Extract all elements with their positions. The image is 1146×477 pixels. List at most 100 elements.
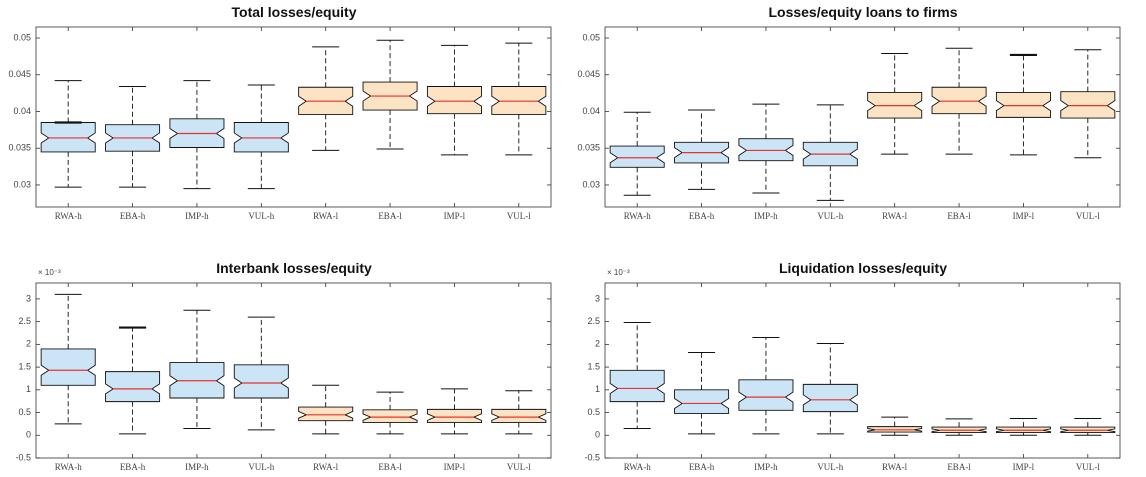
- x-tick-label: VUL-l: [507, 462, 531, 472]
- x-tick-label: IMP-h: [754, 211, 778, 221]
- x-tick-label: EBA-l: [378, 211, 402, 221]
- box: [426, 408, 482, 423]
- x-tick-label: IMP-h: [185, 211, 209, 221]
- box: [491, 86, 547, 115]
- box: [426, 86, 482, 115]
- y-tick-label: 0.04: [13, 106, 31, 116]
- box: [609, 369, 665, 403]
- chart-title: Interbank losses/equity: [216, 260, 372, 276]
- y-tick-label: 0.035: [8, 143, 31, 153]
- y-tick-label: 0.5: [587, 407, 600, 417]
- box: [931, 86, 987, 115]
- box: [609, 145, 665, 168]
- panel-total-losses-equity: Total losses/equity 0.03 0.035 0.04 0.04…: [8, 4, 552, 221]
- x-tick-label: RWA-h: [55, 462, 83, 472]
- x-axis: RWA-h EBA-h IMP-h VUL-h RWA-l EBA-l IMP-…: [55, 211, 532, 221]
- y-tick-label: 1: [26, 384, 31, 394]
- box: [738, 379, 794, 411]
- x-tick-label: IMP-h: [754, 462, 778, 472]
- y-tick-label: 2: [26, 339, 31, 349]
- x-tick-label: EBA-l: [947, 462, 971, 472]
- plot-frame: [604, 282, 1121, 459]
- x-tick-label: EBA-h: [120, 462, 146, 472]
- x-tick-label: VUL-l: [507, 211, 531, 221]
- box: [105, 371, 161, 403]
- chart-title: Losses/equity loans to firms: [768, 4, 957, 20]
- x-tick-label: RWA-l: [882, 462, 908, 472]
- box: [1060, 91, 1116, 119]
- x-tick-label: EBA-h: [689, 462, 715, 472]
- y-multiplier: × 10⁻³: [38, 268, 61, 277]
- box: [298, 406, 354, 422]
- y-tick-label: 1.5: [18, 361, 31, 371]
- box: [40, 122, 96, 153]
- x-tick-label: VUL-h: [817, 211, 843, 221]
- panel-interbank-losses-equity: Interbank losses/equity × 10⁻³ -0.5 0 0.…: [15, 260, 552, 472]
- y-tick-label: 1.5: [587, 361, 600, 371]
- y-tick-label: 2: [595, 339, 600, 349]
- y-tick-label: 1: [595, 384, 600, 394]
- box: [362, 409, 418, 423]
- box: [674, 389, 730, 414]
- chart-title: Total losses/equity: [232, 4, 357, 20]
- x-tick-label: IMP-l: [444, 462, 466, 472]
- y-tick-label: 0.03: [582, 179, 600, 189]
- y-axis: -0.5 0 0.5 1 1.5 2 2.5 3: [584, 293, 600, 462]
- y-multiplier: × 10⁻³: [607, 268, 630, 277]
- x-tick-label: IMP-h: [185, 462, 209, 472]
- box: [491, 408, 547, 423]
- x-tick-label: EBA-h: [120, 211, 146, 221]
- y-axis: -0.5 0 0.5 1 1.5 2 2.5 3: [15, 293, 31, 462]
- x-tick-label: VUL-l: [1076, 462, 1100, 472]
- x-tick-label: EBA-h: [689, 211, 715, 221]
- x-axis: RWA-h EBA-h IMP-h VUL-h RWA-l EBA-l IMP-…: [624, 211, 1101, 221]
- y-tick-label: 2.5: [18, 316, 31, 326]
- x-tick-label: EBA-l: [378, 462, 402, 472]
- x-tick-label: RWA-l: [313, 462, 339, 472]
- plot-frame: [35, 26, 552, 208]
- x-tick-label: IMP-l: [1013, 211, 1035, 221]
- y-tick-label: 3: [26, 293, 31, 303]
- y-tick-label: 0.04: [582, 106, 600, 116]
- y-tick-label: 0.05: [582, 32, 600, 42]
- y-tick-label: 0: [26, 430, 31, 440]
- x-tick-label: RWA-h: [624, 211, 652, 221]
- y-axis: 0.03 0.035 0.04 0.045 0.05: [8, 32, 31, 189]
- x-tick-label: IMP-l: [1013, 462, 1035, 472]
- y-tick-label: -0.5: [584, 452, 600, 462]
- y-axis: 0.03 0.035 0.04 0.045 0.05: [577, 32, 600, 189]
- plot-frame: [35, 282, 552, 459]
- x-tick-label: RWA-l: [313, 211, 339, 221]
- y-tick-label: 0.03: [13, 179, 31, 189]
- x-tick-label: VUL-h: [817, 462, 843, 472]
- x-axis: RWA-h EBA-h IMP-h VUL-h RWA-l EBA-l IMP-…: [624, 462, 1101, 472]
- x-tick-label: EBA-l: [947, 211, 971, 221]
- panel-liquidation-losses-equity: Liquidation losses/equity × 10⁻³ -0.5 0 …: [584, 260, 1121, 472]
- y-tick-label: 0.5: [18, 407, 31, 417]
- box: [995, 91, 1051, 118]
- panel-losses-equity-loans-to-firms: Losses/equity loans to firms 0.03 0.035 …: [577, 4, 1121, 221]
- plot-frame: [604, 26, 1121, 208]
- box: [233, 364, 289, 399]
- y-tick-label: 0.045: [577, 69, 600, 79]
- y-tick-label: 0.035: [577, 143, 600, 153]
- box: [738, 138, 794, 162]
- x-tick-label: RWA-l: [882, 211, 908, 221]
- x-tick-label: VUL-l: [1076, 211, 1100, 221]
- box: [40, 348, 96, 386]
- x-tick-label: VUL-h: [248, 211, 274, 221]
- x-tick-label: RWA-h: [55, 211, 83, 221]
- box: [802, 383, 858, 413]
- x-tick-label: VUL-h: [248, 462, 274, 472]
- y-tick-label: -0.5: [15, 452, 31, 462]
- y-tick-label: 0: [595, 430, 600, 440]
- x-tick-label: IMP-l: [444, 211, 466, 221]
- box: [233, 122, 289, 153]
- x-axis: RWA-h EBA-h IMP-h VUL-h RWA-l EBA-l IMP-…: [55, 462, 532, 472]
- x-tick-label: RWA-h: [624, 462, 652, 472]
- y-tick-label: 0.05: [13, 32, 31, 42]
- chart-title: Liquidation losses/equity: [779, 260, 947, 276]
- y-tick-label: 3: [595, 293, 600, 303]
- y-tick-label: 0.045: [8, 69, 31, 79]
